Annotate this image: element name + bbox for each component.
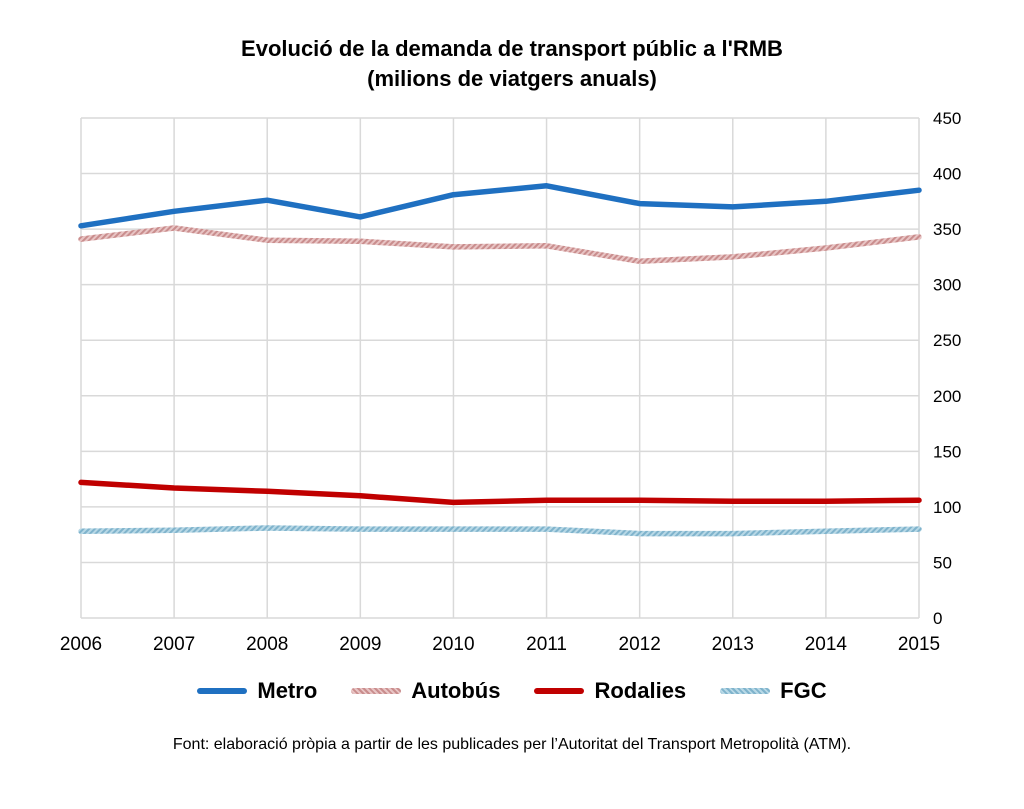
x-tick-label: 2012 [619,634,661,655]
series [78,183,922,537]
x-tick-label: 2008 [246,634,288,655]
x-tick-label: 2013 [712,634,754,655]
chart-title: Evolució de la demanda de transport públ… [0,34,1024,94]
series-line-rodalies [78,479,922,506]
legend-label: Rodalies [594,678,687,703]
y-tick-label: 200 [933,387,961,406]
y-tick-label: 250 [933,331,961,350]
legend: Metro Autobús Rodalies FGC [0,676,1024,706]
series-line-autobus [78,225,922,265]
legend-label: FGC [780,678,827,703]
chart-subtitle-line: (milions de viatgers anuals) [367,66,657,91]
legend-swatch [351,688,402,694]
legend-label: Autobús [411,678,501,703]
y-tick-label: 50 [933,553,952,572]
legend-swatch [720,688,771,694]
y-tick-label: 350 [933,220,961,239]
source-note: Font: elaboració pròpia a partir de les … [172,736,852,753]
y-tick-label: 100 [933,498,961,517]
legend-item-rodalies: Rodalies [534,678,686,704]
legend-item-metro: Metro [197,678,317,704]
axes: 0 50 100 150 200 250 300 350 400 450 2006 2007 2008 2… [60,109,962,655]
legend-item-autobus: Autobús [351,678,500,704]
y-tick-label: 0 [933,609,942,628]
y-tick-label: 300 [933,276,961,295]
x-tick-label: 2011 [526,634,567,655]
x-tick-label: 2014 [805,634,848,655]
legend-swatch [197,688,248,694]
legend-swatch [534,688,585,694]
series-line-fgc [78,525,922,537]
series-line-metro [78,183,922,229]
x-tick-label: 2010 [432,634,474,655]
x-tick-label: 2009 [339,634,381,655]
x-tick-label: 2015 [898,634,940,655]
legend-item-fgc: FGC [720,678,827,704]
chart-title-line: Evolució de la demanda de transport públ… [241,36,783,61]
y-tick-label: 400 [933,165,961,184]
x-tick-label: 2007 [153,634,195,655]
legend-label: Metro [257,678,318,703]
y-tick-label: 450 [933,109,961,128]
y-tick-label: 150 [933,442,961,461]
x-tick-label: 2006 [60,634,102,655]
